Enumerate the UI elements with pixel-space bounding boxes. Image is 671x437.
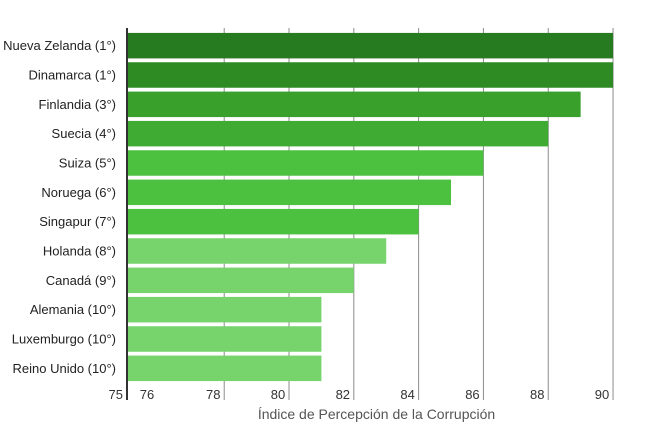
bar-10 bbox=[127, 296, 322, 323]
bars bbox=[127, 32, 614, 382]
category-label: Canadá (9°) bbox=[46, 273, 116, 288]
bar-3 bbox=[127, 91, 581, 118]
category-label: Alemania (10°) bbox=[30, 302, 116, 317]
category-label: Holanda (8°) bbox=[43, 244, 116, 259]
bar-9 bbox=[127, 267, 354, 294]
bar-8 bbox=[127, 238, 387, 264]
x-tick-label: 84 bbox=[400, 387, 414, 402]
category-label: Reino Unido (10°) bbox=[13, 361, 116, 376]
x-axis-label: Índice de Percepción de la Corrupción bbox=[258, 406, 495, 422]
category-label: Suecia (4°) bbox=[52, 126, 116, 141]
category-label: Noruega (6°) bbox=[41, 185, 116, 200]
x-tick-label: 80 bbox=[271, 387, 285, 402]
x-tick-label: 86 bbox=[465, 387, 479, 402]
category-label: Suiza (5°) bbox=[59, 156, 116, 171]
bar-11 bbox=[127, 326, 322, 352]
bar-7 bbox=[127, 208, 419, 235]
x-tick-label: 82 bbox=[336, 387, 350, 402]
category-label: Nueva Zelanda (1°) bbox=[3, 38, 116, 53]
category-label: Luxemburgo (10°) bbox=[12, 332, 116, 347]
bar-2 bbox=[127, 62, 614, 88]
category-labels: Nueva Zelanda (1°) Dinamarca (1°) Finlandi… bbox=[3, 38, 116, 376]
x-tick-label: 78 bbox=[206, 387, 220, 402]
category-label: Finlandia (3°) bbox=[39, 97, 116, 112]
bar-5 bbox=[127, 150, 484, 176]
bar-4 bbox=[127, 120, 549, 147]
x-tick-label: 75 bbox=[109, 387, 123, 402]
x-tick-label: 76 bbox=[140, 387, 154, 402]
x-tick-labels: 75 76 78 80 82 84 86 88 90 bbox=[109, 387, 610, 402]
x-tick-label: 88 bbox=[530, 387, 544, 402]
category-label: Dinamarca (1°) bbox=[28, 68, 116, 83]
bar-12 bbox=[127, 355, 322, 382]
bar-1 bbox=[127, 32, 614, 59]
category-label: Singapur (7°) bbox=[39, 214, 116, 229]
x-tick-label: 90 bbox=[595, 387, 609, 402]
bar-6 bbox=[127, 179, 452, 206]
